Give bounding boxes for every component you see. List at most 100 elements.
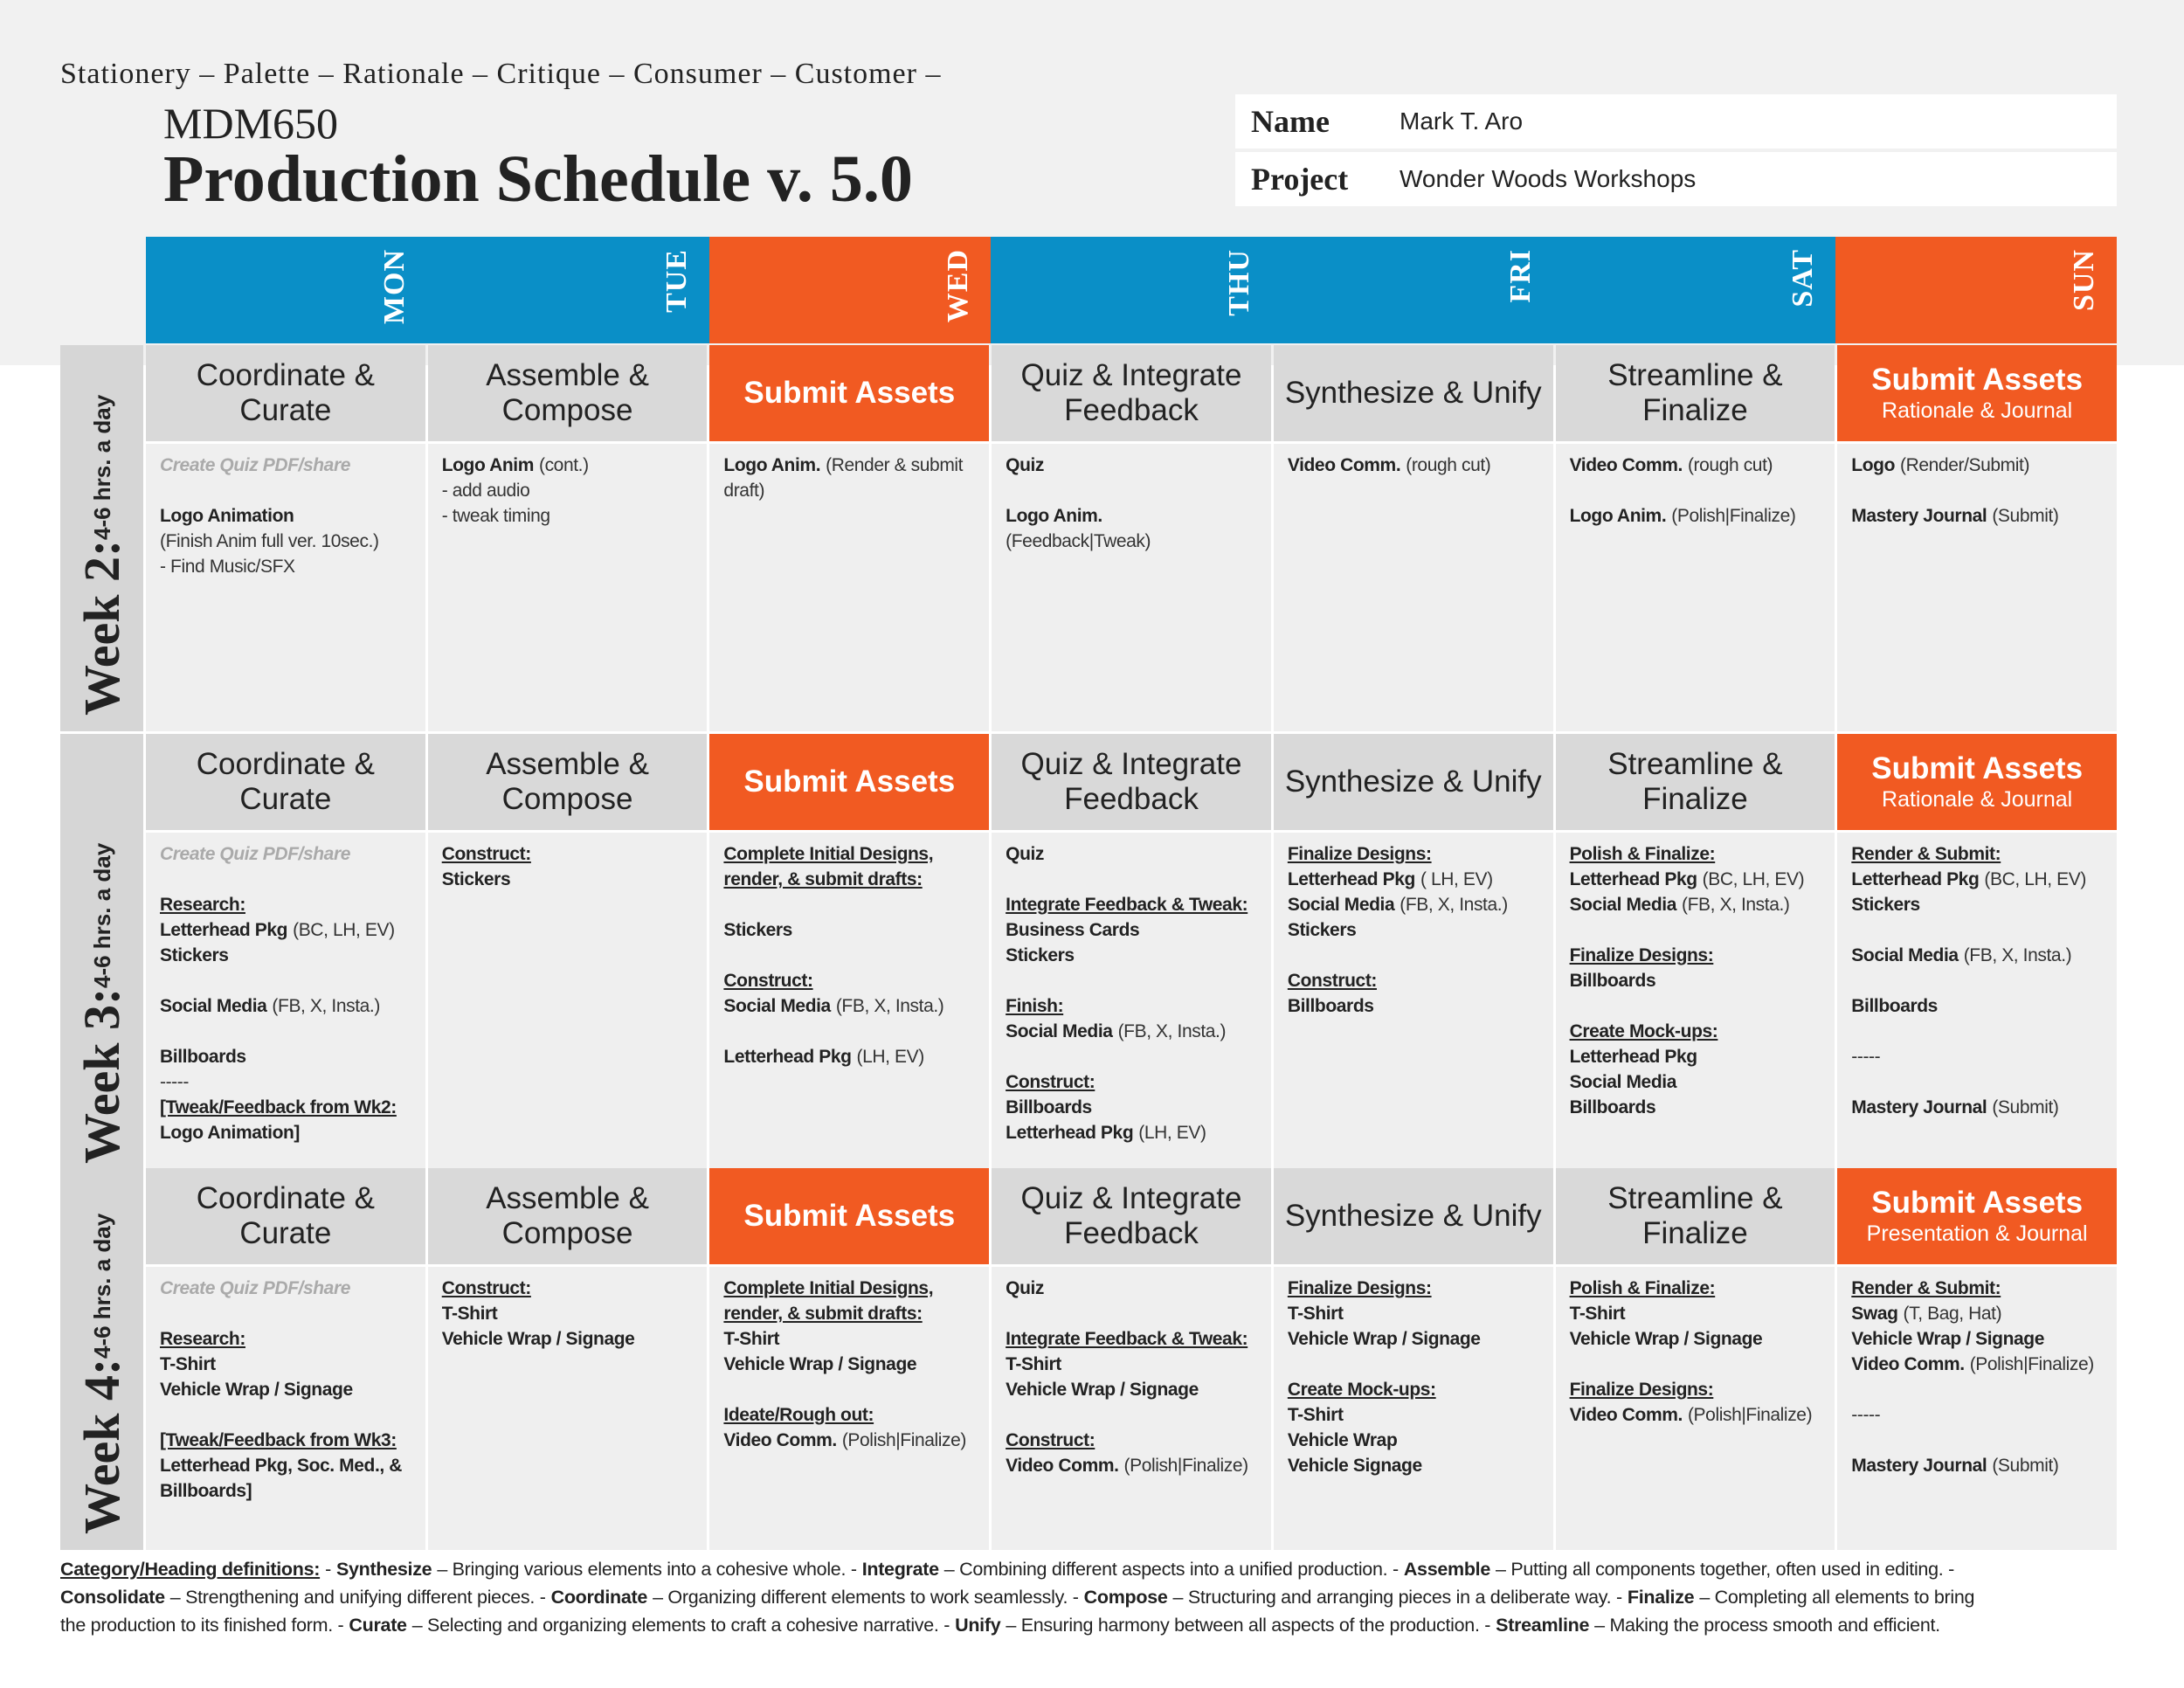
task-group: Create Quiz PDF/share	[160, 841, 411, 867]
task-line: Letterhead Pkg	[1570, 1044, 1821, 1069]
task-line: Create Mock-ups:	[1570, 1019, 1821, 1044]
task-group: Create Mock-ups: Letterhead Pkg Social Med…	[1570, 1019, 1821, 1120]
task-line: Quiz	[1006, 841, 1257, 867]
task-item: T-Shirt	[160, 1354, 216, 1374]
task-heading: Research:	[160, 1329, 245, 1349]
day-heading: Submit Assets Rationale & Journal	[1837, 734, 2117, 830]
task-cell: Quiz Integrate Feedback & Tweak: T-Shirt Ve…	[992, 1267, 1271, 1550]
task-line: T-Shirt	[723, 1326, 975, 1352]
day-heading: Synthesize & Unify	[1273, 345, 1553, 441]
task-line: Video Comm. (Polish|Finalize)	[1570, 1402, 1821, 1428]
week-hours: 4-6 hrs. a day	[89, 394, 115, 540]
week-label: Week 3:4-6 hrs. a day	[60, 734, 143, 1180]
task-item: Video Comm.	[1287, 455, 1401, 475]
task-group: Logo Anim. (Polish|Finalize)	[1570, 503, 1821, 529]
task-line: Polish & Finalize:	[1570, 1276, 1821, 1301]
task-cell: Quiz Logo Anim. (Feedback|Tweak)	[992, 444, 1271, 731]
task-line: Logo Anim (cont.)	[442, 453, 694, 478]
day-label: SUN	[2067, 249, 2100, 312]
task-group: Construct: Social Media (FB, X, Insta.)	[723, 968, 975, 1019]
task-detail: (Polish|Finalize)	[1671, 506, 1796, 526]
task-line: Stickers	[723, 917, 975, 943]
task-heading: Construct:	[723, 971, 813, 991]
task-heading: Construct:	[441, 1278, 532, 1298]
task-heading: [Tweak/Feedback from Wk2:	[160, 1097, 397, 1117]
task-detail: (Polish|Finalize)	[1123, 1456, 1249, 1476]
task-line: Finalize Designs:	[1570, 943, 1821, 968]
task-detail: (LH, EV)	[856, 1047, 925, 1067]
task-group: -----	[1851, 1044, 2103, 1069]
task-line: T-Shirt	[160, 1352, 411, 1377]
task-detail: (Feedback|Tweak)	[1006, 531, 1151, 551]
task-line: Research:	[160, 892, 411, 917]
task-heading: Construct:	[1006, 1430, 1095, 1450]
task-detail: (FB, X, Insta.)	[1681, 895, 1790, 915]
task-line: Stickers	[442, 867, 694, 892]
definition-term: Compose	[1083, 1587, 1168, 1608]
week-label-text: Week 2:4-6 hrs. a day	[73, 345, 131, 731]
week-name: Week 2:	[73, 539, 130, 716]
task-detail: (Submit)	[1992, 1097, 2059, 1117]
task-line: Construct:	[442, 1276, 694, 1301]
task-item: Mastery Journal	[1851, 1456, 1987, 1476]
task-item: Quiz	[1006, 455, 1045, 475]
task-item: Billboards	[160, 1047, 246, 1067]
task-cell: Render & Submit: Letterhead Pkg (BC, LH, E…	[1837, 833, 2117, 1180]
day-heading: Submit Assets Rationale & Journal	[1837, 345, 2117, 441]
task-group: Finalize Designs: Video Comm. (Polish|Fina…	[1570, 1377, 1821, 1428]
day-label: SAT	[1786, 249, 1819, 308]
heading-title: Quiz & Integrate Feedback	[1020, 747, 1242, 816]
task-line: (Finish Anim full ver. 10sec.)	[160, 529, 411, 554]
definition-text: – Putting all components together, often…	[1496, 1559, 1954, 1580]
task-group: -----	[1851, 1402, 2103, 1428]
task-line: Stickers	[160, 943, 411, 968]
task-cell: Logo Anim. (Render & submit draft)	[709, 444, 990, 731]
day-cell: THU	[990, 237, 1273, 343]
task-item: Letterhead Pkg, Soc. Med., & Billboards]	[160, 1456, 403, 1501]
task-note: Create Quiz PDF/share	[160, 1278, 351, 1298]
week-label-text: Week 3:4-6 hrs. a day	[73, 734, 131, 1180]
task-line: Letterhead Pkg (BC, LH, EV)	[1570, 867, 1821, 892]
task-item: Social Media	[1569, 895, 1677, 915]
task-cell: Polish & Finalize: T-Shirt Vehicle Wrap / …	[1555, 1267, 1835, 1550]
task-item: Social Media	[1851, 945, 1959, 965]
task-item: Vehicle Wrap / Signage	[1006, 1380, 1199, 1400]
breadcrumb: Stationery – Palette – Rationale – Criti…	[60, 58, 942, 90]
task-item: Letterhead Pkg	[1006, 1123, 1134, 1143]
task-heading: Finalize Designs:	[1569, 1380, 1714, 1400]
task-item: Vehicle Wrap / Signage	[1851, 1329, 2045, 1349]
task-item: Social Media	[1006, 1021, 1113, 1041]
task-heading: Integrate Feedback & Tweak:	[1006, 895, 1248, 915]
day-heading: Coordinate & Curate	[146, 1168, 425, 1264]
day-heading: Assemble & Compose	[427, 345, 708, 441]
task-heading: Finalize Designs:	[1569, 945, 1714, 965]
task-line: Swag (T, Bag, Hat)	[1851, 1301, 2103, 1326]
week-label: Week 2:4-6 hrs. a day	[60, 345, 143, 731]
task-item: Stickers	[1287, 920, 1357, 940]
task-item: Vehicle Wrap / Signage	[1287, 1329, 1481, 1349]
day-cell: TUE	[427, 237, 709, 343]
task-item: Stickers	[723, 920, 792, 940]
task-line: Create Mock-ups:	[1288, 1377, 1539, 1402]
task-item: Vehicle Signage	[1287, 1456, 1422, 1476]
day-heading: Streamline & Finalize	[1555, 1168, 1835, 1264]
task-cell: Finalize Designs: Letterhead Pkg( LH, EV)…	[1273, 833, 1553, 1180]
heading-title: Submit Assets	[1871, 363, 2084, 397]
day-heading: Assemble & Compose	[427, 1168, 708, 1264]
task-line: Finish:	[1006, 993, 1257, 1019]
task-cell: Video Comm. (rough cut) Logo Anim. (Polish|…	[1555, 444, 1835, 731]
task-line: Billboards	[1006, 1095, 1257, 1120]
task-line: Billboards	[1570, 968, 1821, 993]
task-item: T-Shirt	[1287, 1405, 1344, 1425]
task-cell: Logo Anim (cont.) - add audio - tweak timin…	[427, 444, 708, 731]
task-item: Vehicle Wrap / Signage	[441, 1329, 635, 1349]
definition-term: Assemble	[1403, 1559, 1491, 1580]
task-line: Finalize Designs:	[1288, 841, 1539, 867]
task-line: Billboards	[1851, 993, 2103, 1019]
task-line: Video Comm. (rough cut)	[1570, 453, 1821, 478]
task-group: Research: Letterhead Pkg (BC, LH, EV) Stick…	[160, 892, 411, 968]
info-label: Name	[1251, 104, 1330, 139]
task-cell: Construct: T-Shirt Vehicle Wrap / Signage	[427, 1267, 708, 1550]
task-line: Vehicle Wrap / Signage	[1570, 1326, 1821, 1352]
info-row: Name Mark T. Aro	[1235, 94, 2117, 149]
